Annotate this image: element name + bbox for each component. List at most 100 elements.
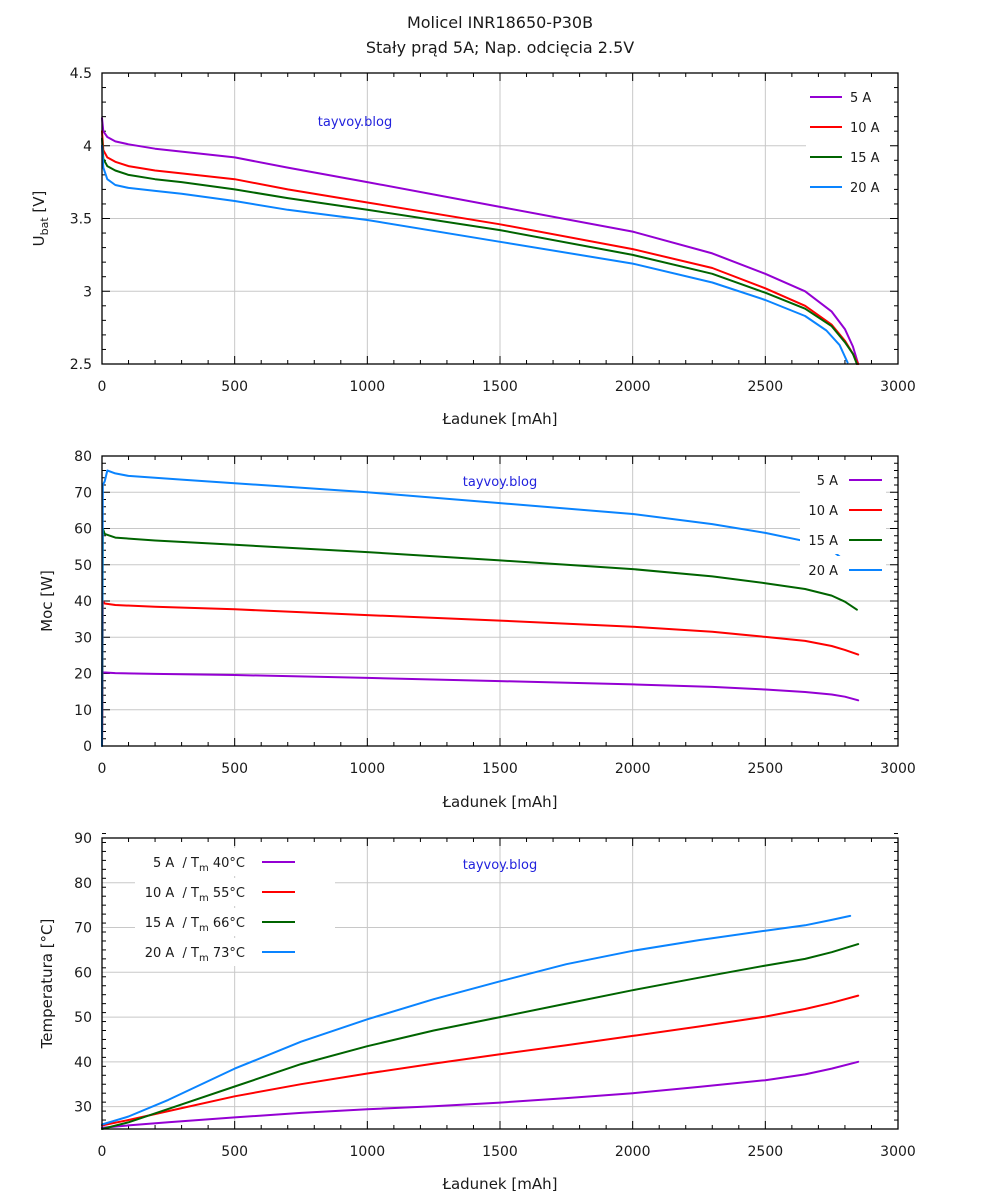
legend: 5 A 10 A 15 A 20 A (800, 466, 886, 584)
y-tick-label: 30 (74, 1100, 92, 1116)
y-tick-label: 0 (83, 739, 92, 755)
y-tick-label: 80 (74, 449, 92, 465)
y-tick-label: 60 (74, 965, 92, 981)
x-tick-label: 3000 (880, 761, 916, 777)
legend-item: 20 A / Tm 73°C (135, 938, 335, 966)
legend-label-current: 15 A (145, 916, 175, 931)
x-tick-label: 500 (221, 379, 248, 395)
series-line-10a (101, 600, 860, 747)
plot-frame (101, 837, 899, 1130)
legend-label-tmax: 73°C (209, 946, 245, 961)
legend-label-t: / T (174, 916, 199, 931)
legend-label-current: 10 A (145, 886, 175, 901)
legend-label: 5 A / Tm 40°C (153, 856, 245, 874)
legend-label-tmax: 66°C (209, 916, 245, 931)
legend-item: 10 A (806, 113, 890, 141)
legend-label: 5 A (817, 474, 838, 489)
legend-label: 5 A (850, 91, 871, 106)
plot-frame (101, 455, 899, 747)
y-axis-title: Moc [W] (38, 570, 56, 632)
legend-label: 15 A / Tm 66°C (145, 916, 245, 934)
x-axis-title: Ładunek [mAh] (442, 793, 558, 811)
x-tick-label: 2500 (748, 379, 784, 395)
legend-label-sub: m (199, 923, 209, 934)
legend-item: 10 A (800, 496, 886, 524)
legend-label-sub: m (199, 893, 209, 904)
legend-item: 20 A (800, 556, 886, 584)
y-tick-label: 3 (83, 284, 92, 300)
legend-label: 20 A (808, 564, 838, 579)
legend-label-t: / T (174, 856, 199, 871)
y-axis-title: Ubat [V] (30, 191, 51, 247)
series-line-20a (101, 914, 852, 1126)
x-tick-label: 500 (221, 1144, 248, 1160)
chart-title: Molicel INR18650-P30B (407, 13, 593, 32)
legend-label-t: / T (174, 946, 199, 961)
legend: 5 A 10 A 15 A 20 A (806, 83, 890, 201)
legend-item: 15 A (806, 143, 890, 171)
legend-bg (135, 938, 335, 966)
legend-label-t: / T (174, 886, 199, 901)
y-tick-label: 70 (74, 485, 92, 501)
y-tick-label: 90 (74, 831, 92, 847)
legend-item: 15 A (800, 526, 886, 554)
watermark: tayvoy.blog (463, 858, 537, 873)
x-tick-label: 1000 (350, 1144, 386, 1160)
y-tick-label: 4 (83, 139, 92, 155)
x-tick-label: 3000 (880, 379, 916, 395)
y-tick-label: 10 (74, 703, 92, 719)
watermark: tayvoy.blog (463, 475, 537, 490)
y-tick-label: 40 (74, 594, 92, 610)
x-axis-title: Ładunek [mAh] (442, 1175, 558, 1193)
legend-label: 10 A (850, 121, 880, 136)
y-axis-title-sub: bat (38, 217, 51, 236)
y-tick-label: 80 (74, 876, 92, 892)
plot-frame (101, 72, 899, 365)
panel-temperature: 0 500 1000 1500 2000 2500 3000 30 40 50 60 70 80 90 Ła… (38, 831, 916, 1193)
legend-item: 5 A (800, 466, 886, 494)
legend-label-tmax: 40°C (209, 856, 245, 871)
series-line-10a (101, 130, 860, 365)
x-tick-label: 1500 (482, 1144, 518, 1160)
legend-label-sub: m (199, 863, 209, 874)
series-line-15a (101, 527, 858, 747)
x-axis-title: Ładunek [mAh] (442, 410, 558, 428)
legend-label: 15 A (808, 534, 838, 549)
x-tick-label: 500 (221, 761, 248, 777)
y-axis-title: Temperatura [°C] (38, 919, 56, 1050)
legend: 5 A / Tm 40°C10 A / Tm 55°C15 A / Tm 66°… (135, 848, 335, 966)
y-tick-label: 20 (74, 667, 92, 683)
series-line-20a (101, 144, 849, 364)
y-tick-label: 30 (74, 630, 92, 646)
x-tick-label: 3000 (880, 1144, 916, 1160)
panel-power: 0 500 1000 1500 2000 2500 3000 0 10 20 30 40 50 60 70 8… (38, 449, 916, 811)
series-line-20a (101, 469, 849, 747)
x-tick-label: 2000 (615, 1144, 651, 1160)
x-tick-label: 2500 (748, 1144, 784, 1160)
legend-label: 10 A / Tm 55°C (145, 886, 245, 904)
x-tick-label: 2000 (615, 379, 651, 395)
legend-bg (135, 908, 335, 936)
x-tick-label: 0 (98, 761, 107, 777)
x-tick-label: 1500 (482, 761, 518, 777)
legend-bg (135, 878, 335, 906)
y-tick-label: 60 (74, 522, 92, 538)
x-tick-label: 0 (98, 1144, 107, 1160)
x-tick-label: 1000 (350, 761, 386, 777)
series-line-15a (101, 943, 860, 1130)
legend-label-sub: m (199, 953, 209, 964)
legend-label: 15 A (850, 151, 880, 166)
legend-label: 20 A / Tm 73°C (145, 946, 245, 964)
series-line-5a (101, 670, 860, 747)
series-line-5a (101, 117, 860, 365)
legend-item: 5 A (806, 83, 890, 111)
x-tick-label: 1000 (350, 379, 386, 395)
x-tick-label: 2500 (748, 761, 784, 777)
legend-item: 15 A / Tm 66°C (135, 908, 335, 936)
y-axis-title-main: U (30, 235, 48, 246)
y-tick-label: 4.5 (70, 66, 92, 82)
x-tick-label: 1500 (482, 379, 518, 395)
legend-item: 20 A (806, 173, 890, 201)
y-tick-label: 2.5 (70, 357, 92, 373)
